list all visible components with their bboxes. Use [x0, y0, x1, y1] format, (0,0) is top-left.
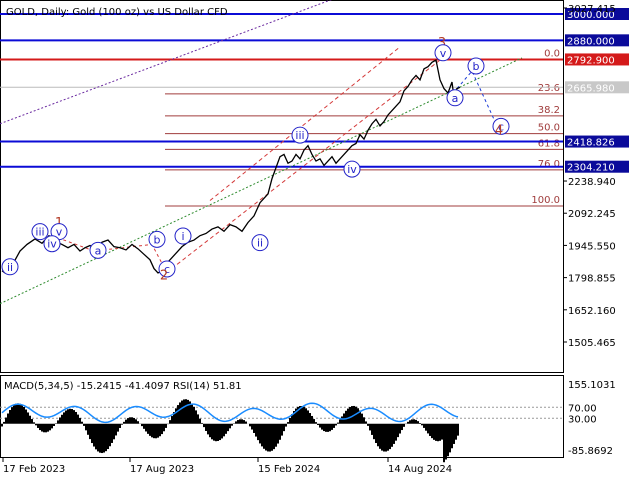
wave-label: v [56, 226, 63, 239]
price-scale-label: 1652.160 [568, 306, 616, 317]
wave-label-circle [467, 57, 485, 75]
fib-label: 0.0 [544, 48, 560, 59]
wave-label-circle [43, 235, 61, 253]
time-axis-label: 17 Aug 2023 [130, 464, 194, 475]
price-scale-label: 3027.415 [568, 4, 616, 15]
fib-label: 100.0 [531, 195, 560, 206]
indicator-panel-frame [0, 375, 564, 458]
wave-label-circle [158, 260, 176, 278]
wave-label-circle [31, 223, 49, 241]
time-axis: 17 Feb 2023 17 Aug 2023 15 Feb 2024 14 Aug … [2, 458, 452, 475]
wave-label-circle [89, 241, 107, 259]
horizontal-levels: 3000.000 2880.000 2792.900 2665.980 2418.826… [0, 8, 629, 174]
trend-lines [0, 0, 523, 305]
wave-label: iv [347, 163, 357, 176]
wave-label: a [95, 244, 102, 257]
level-tag [565, 135, 629, 148]
fib-label: 76.0 [538, 159, 560, 170]
wave-label-circle [446, 89, 464, 107]
level-tag-label: 2880.000 [567, 36, 615, 47]
wave-label: c [164, 263, 170, 276]
wave-label-major: 2 [160, 269, 168, 284]
wave-label: c [498, 120, 504, 133]
symbol-title: GOLD, Daily: Gold (100 oz) vs US Dollar … [6, 7, 228, 18]
wave-label-circle [291, 126, 309, 144]
price-scale-label: 1505.465 [568, 338, 616, 349]
price-scale-label: 1798.855 [568, 274, 616, 285]
wave-label: ii [257, 237, 263, 250]
level-tag-label: 2418.826 [567, 138, 615, 149]
price-axis: 3027.415 2238.940 2092.245 1945.550 1798.855… [563, 4, 616, 349]
projection-path [456, 70, 500, 131]
wave-label-circle [1, 258, 19, 276]
wave-label: ii [7, 261, 13, 274]
wave-label: v [440, 47, 447, 60]
trendline-green [0, 57, 523, 305]
rsi-line [1, 402, 459, 424]
indicator-scale-label: 70.00 [568, 403, 597, 414]
wave-label: iv [47, 238, 57, 251]
wave-label-major: 3 [438, 36, 446, 51]
level-tag [565, 81, 629, 94]
fib-label: 50.0 [538, 123, 560, 134]
indicator-scale-label: -85.8692 [568, 446, 613, 457]
wave-label-circle [174, 227, 192, 245]
fib-label: 23.6 [538, 83, 560, 94]
level-tag [565, 160, 629, 173]
wave-label: i [181, 230, 184, 243]
wave-label: b [473, 60, 480, 73]
wave-correction-path [51, 235, 168, 274]
price-scale-label: 1945.550 [568, 241, 616, 252]
level-tag-label: 2792.900 [567, 55, 615, 66]
wave-label: b [154, 233, 161, 246]
time-axis-label: 15 Feb 2024 [258, 464, 320, 475]
trendline-purple [0, 0, 332, 125]
wave-label-circle [492, 117, 510, 135]
wave-label: a [452, 92, 459, 105]
level-tag-label: 2304.210 [567, 163, 615, 174]
main-panel-frame [0, 0, 564, 373]
indicator-scale-label: 30.00 [568, 414, 597, 425]
wave-label: iii [35, 226, 44, 239]
indicator-scale-label: 155.1031 [568, 380, 616, 391]
wave-label-major: 4 [495, 124, 503, 139]
wave-label-circle [251, 234, 269, 252]
fib-label: 38.2 [538, 105, 560, 116]
wave-labels: ii1iiivivabc2iiiiiiiv3vabc4 [1, 36, 510, 284]
wave-label-circle [434, 44, 452, 62]
fib-label: 61.8 [538, 138, 560, 149]
time-axis-label: 17 Feb 2023 [3, 464, 65, 475]
indicator-title: MACD(5,34,5) -15.2415 -41.4097 RSI(14) 5… [4, 381, 242, 392]
time-axis-label: 14 Aug 2024 [388, 464, 452, 475]
channel-line-upper [209, 46, 401, 201]
level-tag-label: 3000.000 [567, 10, 615, 21]
level-tag [565, 8, 629, 20]
price-scale-label: 2092.245 [568, 209, 616, 220]
level-tag-label: 2665.980 [567, 83, 615, 94]
wave-label-circle [343, 160, 361, 178]
level-tag [565, 53, 629, 66]
level-tag [565, 34, 629, 47]
channel-line-lower [165, 59, 441, 274]
price-scale-label: 2238.940 [568, 177, 616, 188]
wave-label-circle [148, 230, 166, 248]
wave-label: iii [295, 129, 304, 142]
